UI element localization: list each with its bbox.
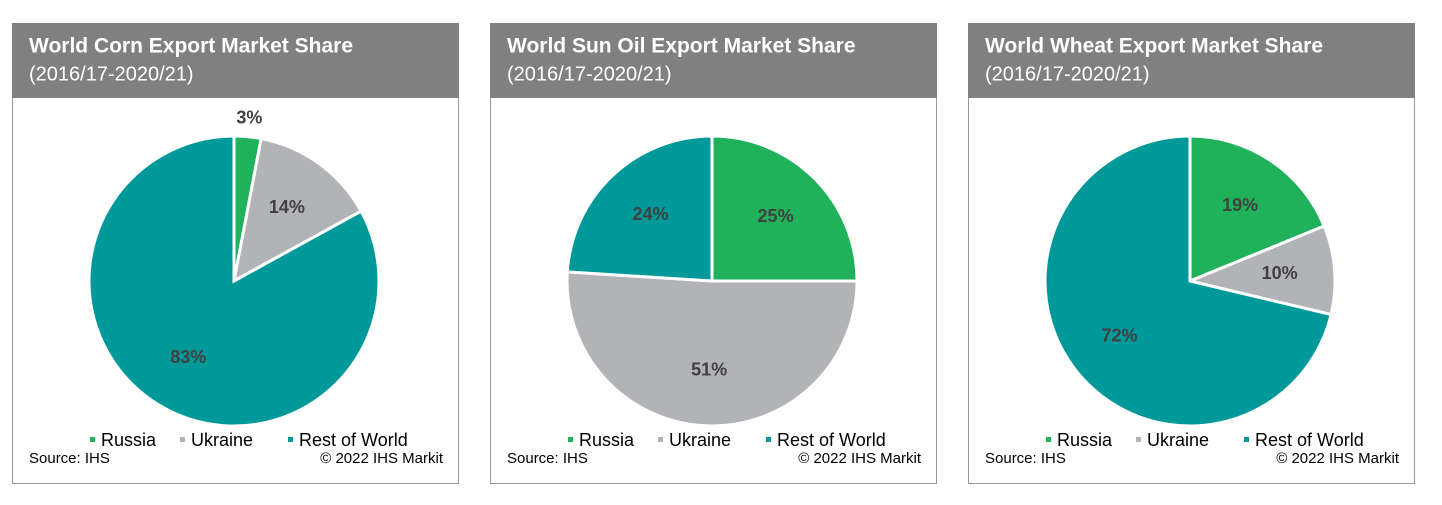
chart-title: World Corn Export Market Share: [29, 35, 353, 58]
pie-slice: [710, 134, 859, 283]
pie-slice: [1185, 224, 1337, 317]
panel-header: [968, 23, 1415, 98]
chart-subtitle: (2016/17-2020/21): [29, 63, 194, 85]
legend-label: Rest of World: [1255, 430, 1364, 450]
pie-slice: [1188, 134, 1327, 284]
data-label: 24%: [632, 204, 668, 224]
data-label: 10%: [1262, 263, 1298, 283]
credit-note: © 2022 IHS Markit: [320, 450, 444, 467]
chart-title: World Sun Oil Export Market Share: [507, 35, 856, 58]
pie-slice: [87, 134, 381, 428]
source-note: Source: IHS: [507, 450, 588, 467]
legend-label: Ukraine: [191, 430, 253, 450]
data-label: 72%: [1101, 325, 1137, 345]
data-label: 83%: [170, 347, 206, 367]
legend-swatch: [288, 437, 293, 442]
legend-swatch: [766, 437, 771, 442]
legend-label: Russia: [1057, 430, 1113, 450]
data-label: 14%: [269, 197, 305, 217]
data-label: 19%: [1222, 195, 1258, 215]
legend-swatch: [658, 437, 663, 442]
chart-title: World Wheat Export Market Share: [985, 35, 1323, 58]
chart-subtitle: (2016/17-2020/21): [985, 63, 1150, 85]
pie-slice: [1043, 134, 1333, 428]
data-label: 3%: [236, 107, 262, 127]
legend-swatch: [180, 437, 185, 442]
legend-label: Rest of World: [299, 430, 408, 450]
data-label: 51%: [691, 360, 727, 380]
source-note: Source: IHS: [29, 450, 110, 467]
legend-swatch: [568, 437, 573, 442]
panel-header: [12, 23, 459, 98]
credit-note: © 2022 IHS Markit: [798, 450, 922, 467]
legend-swatch: [90, 437, 95, 442]
legend-swatch: [1244, 437, 1249, 442]
legend-swatch: [1136, 437, 1141, 442]
credit-note: © 2022 IHS Markit: [1276, 450, 1400, 467]
pie-slice: [231, 136, 364, 284]
legend-label: Ukraine: [1147, 430, 1209, 450]
legend-label: Ukraine: [669, 430, 731, 450]
legend-label: Russia: [101, 430, 157, 450]
source-note: Source: IHS: [985, 450, 1066, 467]
chart-subtitle: (2016/17-2020/21): [507, 63, 672, 85]
pie-slice: [565, 270, 859, 428]
legend-label: Russia: [579, 430, 635, 450]
legend-label: Rest of World: [777, 430, 886, 450]
pie-slice: [565, 134, 714, 283]
panel-header: [490, 23, 937, 98]
legend-swatch: [1046, 437, 1051, 442]
data-label: 25%: [758, 206, 794, 226]
